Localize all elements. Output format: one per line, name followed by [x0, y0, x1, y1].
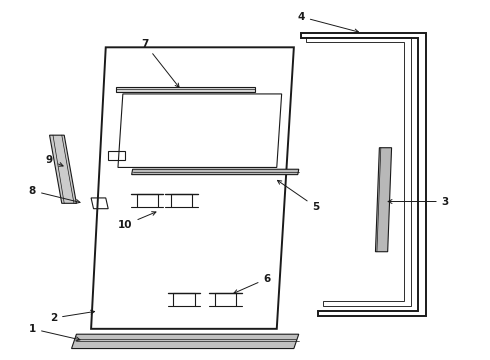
Text: 5: 5: [277, 180, 319, 212]
Text: 4: 4: [297, 12, 359, 33]
Text: 7: 7: [141, 39, 179, 87]
Text: 2: 2: [50, 310, 95, 323]
Text: 1: 1: [29, 324, 80, 341]
Text: 8: 8: [29, 186, 80, 203]
Polygon shape: [49, 135, 76, 203]
Text: 10: 10: [118, 212, 156, 230]
Text: 9: 9: [46, 155, 63, 166]
Text: 6: 6: [234, 274, 270, 293]
Polygon shape: [375, 148, 392, 252]
Polygon shape: [116, 87, 255, 92]
Polygon shape: [72, 334, 299, 348]
Text: 3: 3: [388, 197, 449, 207]
Polygon shape: [132, 169, 299, 175]
